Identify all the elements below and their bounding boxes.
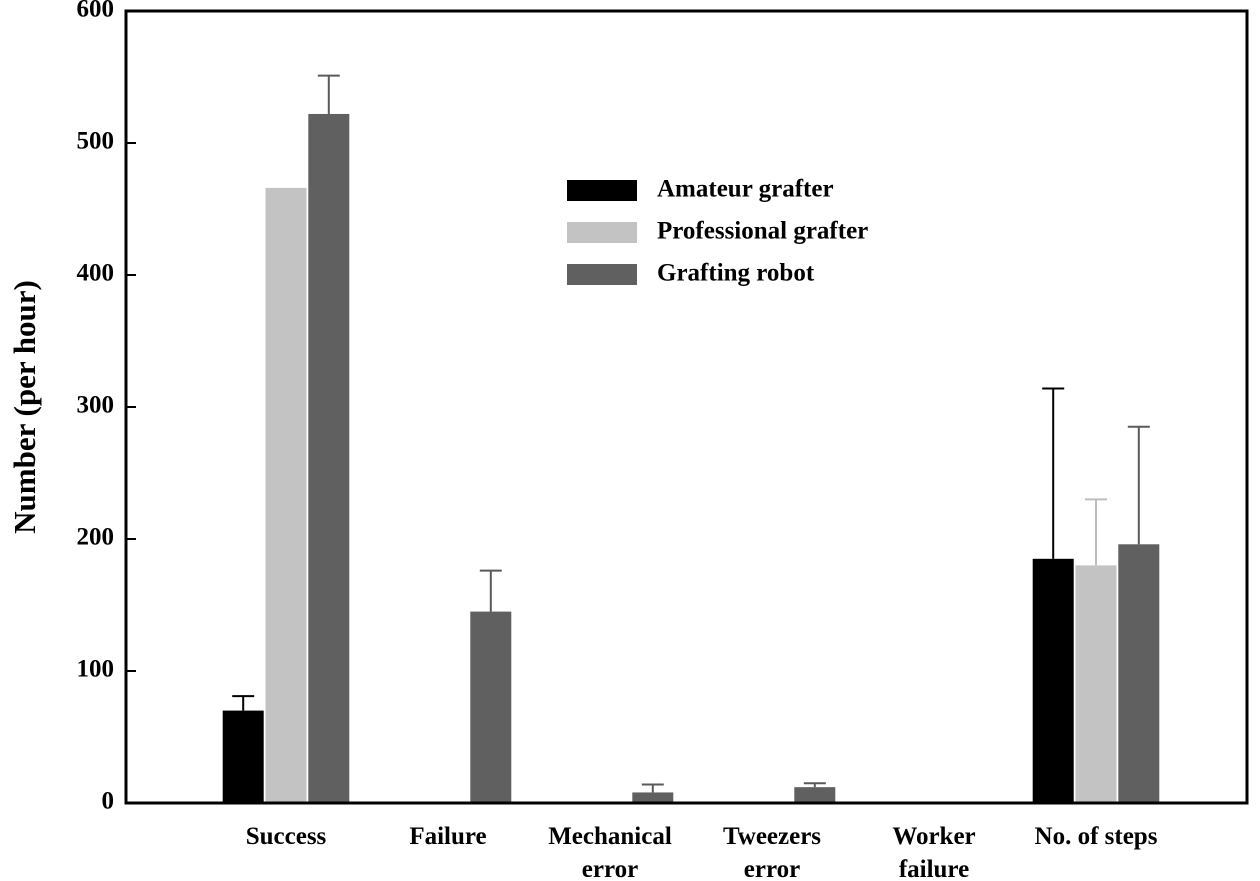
y-tick-label: 300 — [77, 392, 115, 419]
legend-label: Amateur grafter — [657, 176, 834, 203]
bar — [265, 187, 307, 803]
y-axis: 0 100 200 300 400 500 600 — [77, 0, 136, 815]
legend-label: Professional grafter — [657, 218, 868, 245]
bar — [1075, 565, 1117, 803]
y-tick-label: 400 — [77, 260, 115, 287]
legend-label: Grafting robot — [657, 260, 815, 287]
bar — [1118, 544, 1160, 803]
bar — [1032, 558, 1074, 803]
bars-layer — [222, 74, 1160, 803]
x-axis: Success Failure Mechanical error Tweezers err… — [246, 823, 1158, 881]
x-category-label: error — [744, 856, 800, 881]
x-category-label: Failure — [409, 823, 486, 850]
legend-swatch — [567, 180, 637, 201]
x-category-label: Worker — [892, 823, 975, 850]
legend-swatch — [567, 222, 637, 243]
bar — [222, 710, 264, 803]
bar — [794, 787, 836, 803]
y-tick-label: 500 — [77, 128, 115, 155]
bar — [308, 113, 350, 803]
y-tick-label: 200 — [77, 524, 115, 551]
bar — [632, 792, 674, 803]
x-category-label: error — [582, 856, 638, 881]
legend-swatch — [567, 264, 637, 285]
x-category-label: Success — [246, 823, 327, 850]
y-axis-label: Number (per hour) — [7, 280, 42, 534]
y-tick-label: 600 — [77, 0, 115, 23]
bar — [470, 611, 512, 803]
x-category-label: No. of steps — [1035, 823, 1158, 850]
y-tick-label: 100 — [77, 656, 115, 683]
x-category-label: Mechanical — [548, 823, 672, 850]
x-category-label: failure — [899, 856, 969, 881]
y-tick-label: 0 — [102, 788, 115, 815]
legend: Amateur grafter Professional grafter Graft… — [567, 176, 868, 287]
x-category-label: Tweezers — [723, 823, 821, 850]
